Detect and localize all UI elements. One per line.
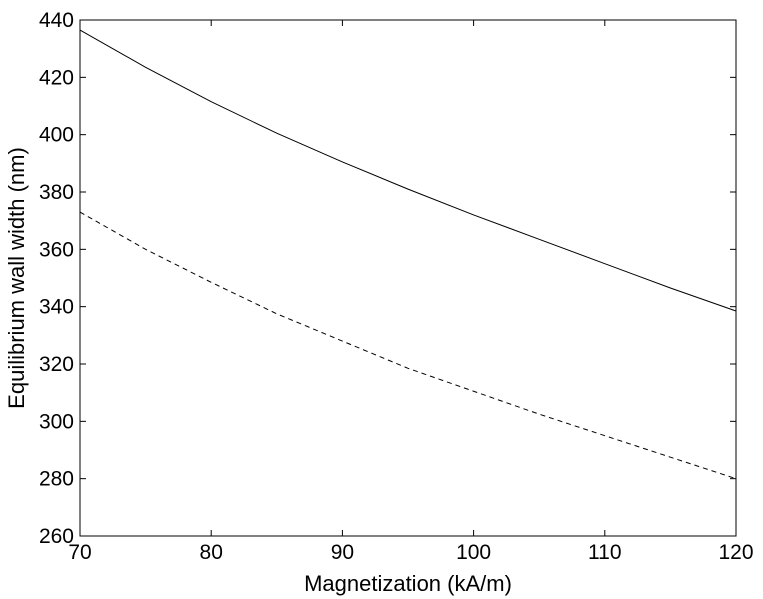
x-tick-label: 100: [456, 541, 491, 564]
y-tick-label: 280: [39, 468, 74, 491]
x-tick-label: 110: [588, 541, 621, 564]
series-line-2: [79, 211, 737, 480]
x-tick-label: 80: [200, 541, 223, 564]
y-tick-label: 420: [39, 66, 74, 89]
x-axis-title: Magnetization (kA/m): [304, 571, 512, 596]
tick-labels: 70 80 90 100 110 120 260 280 300 320 340 360 380 400 4…: [39, 9, 754, 564]
ticks: [79, 19, 737, 537]
y-tick-label: 440: [39, 9, 74, 32]
x-tick-label: 90: [331, 541, 354, 564]
series-layer: [79, 29, 737, 480]
y-tick-label: 300: [39, 410, 74, 433]
series-line-1: [79, 29, 737, 312]
y-tick-label: 260: [39, 525, 74, 548]
y-tick-label: 360: [39, 238, 74, 261]
x-tick-label: 120: [718, 541, 753, 564]
plot-area: [79, 19, 737, 537]
y-tick-label: 400: [39, 124, 74, 147]
y-axis-title: Equilibrium wall width (nm): [4, 147, 29, 409]
x-tick-label: 70: [68, 541, 91, 564]
y-tick-label: 340: [39, 296, 74, 319]
y-tick-label: 320: [39, 353, 74, 376]
y-tick-label: 380: [39, 181, 74, 204]
